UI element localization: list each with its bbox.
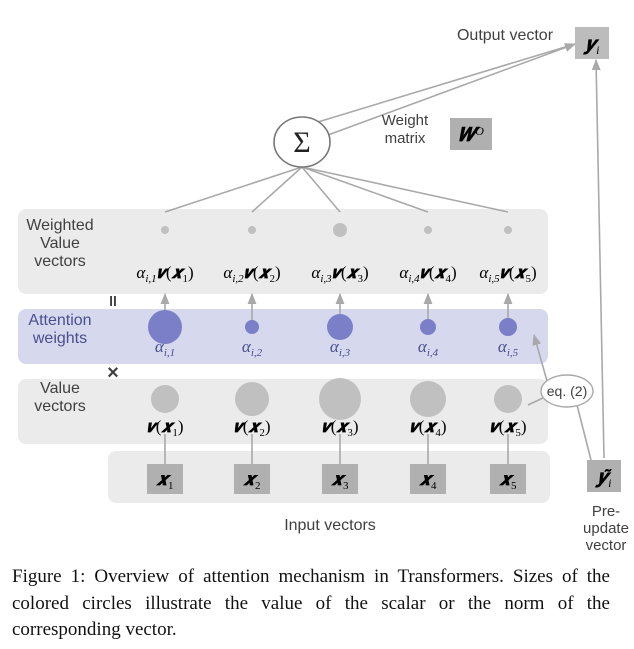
panel	[18, 209, 548, 294]
weighted-dot-0	[161, 226, 169, 234]
times-sign: ×	[107, 362, 119, 384]
sigma-label: Σ	[293, 126, 310, 159]
attention-dot-1	[245, 320, 259, 334]
value-dot-0	[151, 385, 179, 413]
sigma-fan-0	[165, 167, 302, 212]
attention-dot-0	[148, 310, 182, 344]
weighted-label: vectors	[34, 253, 86, 270]
panel	[18, 379, 548, 444]
preupdate-label: update	[583, 520, 629, 537]
eq2-label: eq. (2)	[547, 383, 587, 399]
value-dot-2	[319, 378, 361, 420]
value-label-3: 𝒗(𝒙4)	[410, 417, 447, 439]
preupdate-label: Pre-	[592, 503, 620, 520]
weighted-label: Value	[40, 235, 80, 252]
preupdate-to-eq2	[577, 405, 591, 460]
value-label-4: 𝒗(𝒙5)	[490, 417, 527, 439]
value-dot-4	[494, 385, 522, 413]
weighted-dot-4	[504, 226, 512, 234]
weighted-label: Weighted	[26, 217, 93, 234]
value-dot-1	[235, 382, 269, 416]
value-label-2: 𝒗(𝒙3)	[322, 417, 359, 439]
weight-matrix-label: matrix	[385, 130, 426, 147]
panel	[18, 309, 548, 364]
attention-diagram: WeightedValuevectorsValuevectorsAttentio…	[0, 0, 634, 560]
attention-label: weights	[32, 330, 87, 347]
equals-sign: ll	[109, 293, 117, 309]
weight-matrix-label: Weight	[382, 112, 429, 129]
attention-dot-4	[499, 318, 517, 336]
value-dot-3	[410, 381, 446, 417]
output-vector-label: Output vector	[457, 27, 554, 44]
weighted-dot-1	[248, 226, 256, 234]
preupdate-to-output	[596, 60, 604, 458]
sigma-fan-4	[302, 167, 508, 212]
attention-label: Attention	[28, 312, 91, 329]
value-label: Value	[40, 380, 80, 397]
weighted-dot-2	[333, 223, 347, 237]
value-label-1: 𝒗(𝒙2)	[234, 417, 271, 439]
value-label-0: 𝒗(𝒙1)	[147, 417, 184, 439]
weighted-dot-3	[424, 226, 432, 234]
figure-caption: Figure 1: Overview of attention mechanis…	[0, 560, 620, 646]
preupdate-label: vector	[586, 537, 627, 554]
attention-dot-3	[420, 319, 436, 335]
caption-text: Figure 1: Overview of attention mechanis…	[12, 566, 610, 640]
value-label: vectors	[34, 398, 86, 415]
input-vectors-label: Input vectors	[284, 517, 376, 534]
sigma-fan-1	[252, 167, 302, 212]
